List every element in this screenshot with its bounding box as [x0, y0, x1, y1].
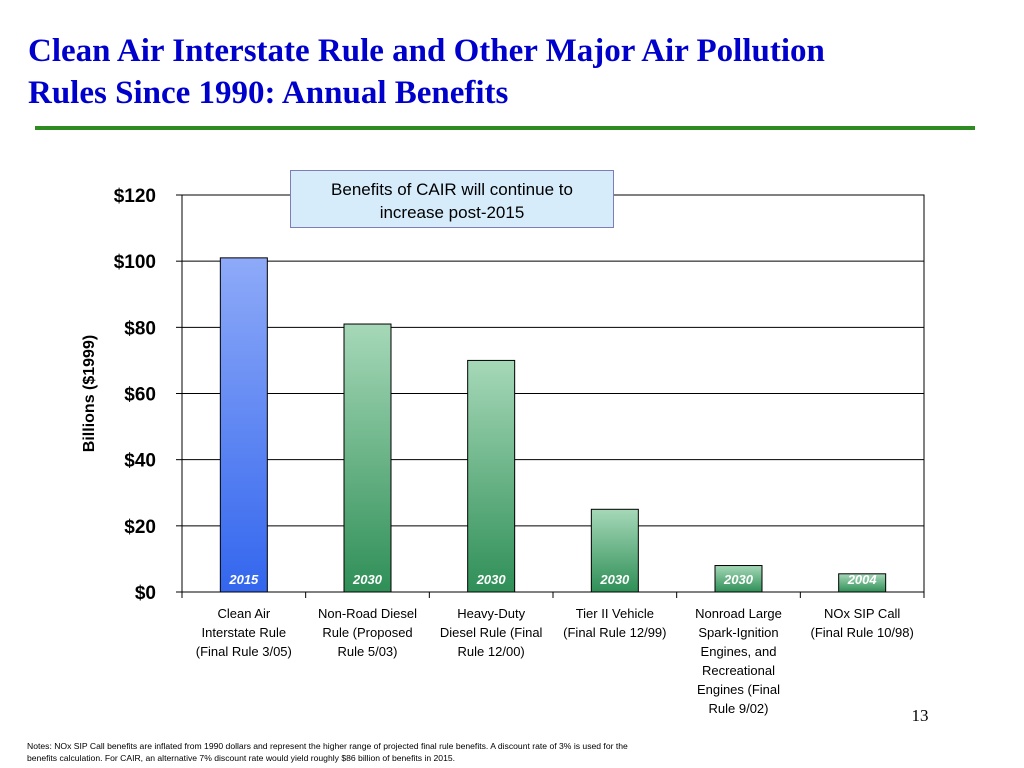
- bar-year-label: 2030: [476, 572, 507, 587]
- footnote-line-1: Notes: NOx SIP Call benefits are inflate…: [27, 741, 628, 751]
- bar: [219, 257, 268, 593]
- x-category-label: Recreational: [702, 663, 775, 678]
- callout-line-1: Benefits of CAIR will continue to: [331, 180, 573, 199]
- x-category-label: Engines (Final: [697, 682, 780, 697]
- slide-title-line-2: Rules Since 1990: Annual Benefits: [28, 75, 509, 111]
- callout-line-2: increase post-2015: [379, 203, 525, 222]
- x-category-label: Rule 5/03): [338, 644, 398, 659]
- x-category-label: (Final Rule 3/05): [196, 644, 292, 659]
- bar-year-label: 2030: [723, 572, 754, 587]
- x-category-label: (Final Rule 12/99): [563, 625, 666, 640]
- y-tick-label: $20: [124, 517, 156, 538]
- x-category-label: Heavy-Duty: [457, 606, 525, 621]
- bar-year-label: 2030: [599, 572, 630, 587]
- y-tick-label: $40: [124, 451, 156, 472]
- x-category-label: Diesel Rule (Final: [440, 625, 543, 640]
- x-category-label: Rule 12/00): [458, 644, 525, 659]
- bar-year-label: 2015: [228, 572, 259, 587]
- x-category-label: Spark-Ignition: [698, 625, 778, 640]
- bar: [714, 565, 763, 593]
- bar: [467, 359, 516, 593]
- x-category-label: Tier II Vehicle: [576, 606, 654, 621]
- x-category-label: Nonroad Large: [695, 606, 782, 621]
- title-divider: [35, 126, 975, 130]
- y-tick-label: $120: [114, 186, 156, 207]
- slide-title: Clean Air Interstate Rule and Other Majo…: [28, 30, 988, 114]
- bar: [838, 573, 887, 593]
- x-category-label: Interstate Rule: [202, 625, 287, 640]
- bar: [343, 323, 392, 593]
- y-tick-label: $60: [124, 385, 156, 406]
- bar: [590, 508, 639, 593]
- x-category-label: (Final Rule 10/98): [811, 625, 914, 640]
- x-category-label: Clean Air: [217, 606, 270, 621]
- bar-year-label: 2030: [352, 572, 383, 587]
- x-category-label: NOx SIP Call: [824, 606, 900, 621]
- y-tick-label: $0: [135, 583, 156, 604]
- slide-number: 13: [911, 706, 929, 725]
- footnotes: Notes: NOx SIP Call benefits are inflate…: [27, 740, 767, 764]
- x-category-label: Rule (Proposed: [322, 625, 412, 640]
- y-tick-label: $80: [124, 318, 156, 339]
- slide-title-line-1: Clean Air Interstate Rule and Other Majo…: [28, 33, 825, 69]
- y-tick-label: $100: [114, 252, 156, 273]
- x-category-label: Rule 9/02): [709, 701, 769, 716]
- x-category-label: Non-Road Diesel: [318, 606, 417, 621]
- x-category-label: Engines, and: [701, 644, 777, 659]
- y-axis-title: Billions ($1999): [81, 335, 98, 452]
- footnote-line-2: benefits calculation. For CAIR, an alter…: [27, 753, 456, 763]
- callout-box: Benefits of CAIR will continue to increa…: [290, 170, 614, 228]
- bar-year-label: 2004: [847, 572, 878, 587]
